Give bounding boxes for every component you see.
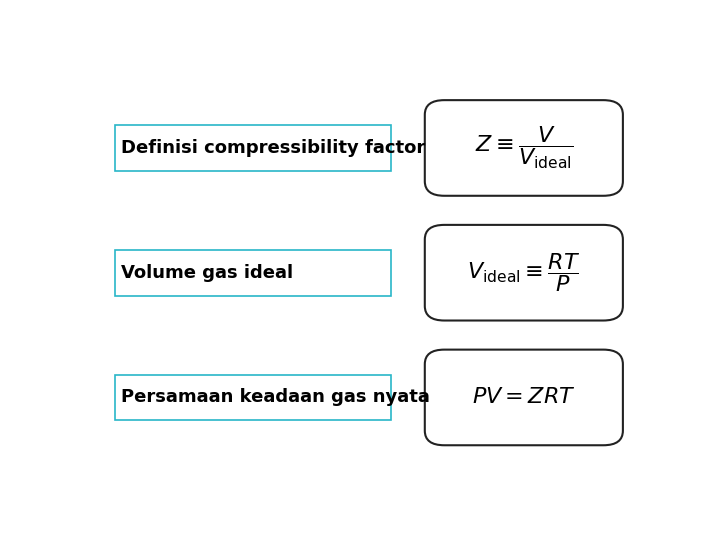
FancyBboxPatch shape [425, 349, 623, 445]
FancyBboxPatch shape [425, 225, 623, 321]
Text: Definisi compressibility factor: Definisi compressibility factor [121, 139, 425, 157]
Text: Volume gas ideal: Volume gas ideal [121, 264, 293, 282]
Text: Persamaan keadaan gas nyata: Persamaan keadaan gas nyata [121, 388, 430, 407]
Text: $Z \equiv \dfrac{V}{V_{\mathrm{ideal}}}$: $Z \equiv \dfrac{V}{V_{\mathrm{ideal}}}$ [474, 125, 573, 171]
FancyBboxPatch shape [115, 375, 392, 420]
Text: $V_{\mathrm{ideal}} \equiv \dfrac{RT}{P}$: $V_{\mathrm{ideal}} \equiv \dfrac{RT}{P}… [467, 251, 580, 294]
Text: $PV = ZRT$: $PV = ZRT$ [472, 387, 576, 408]
FancyBboxPatch shape [115, 125, 392, 171]
FancyBboxPatch shape [115, 250, 392, 295]
FancyBboxPatch shape [425, 100, 623, 196]
